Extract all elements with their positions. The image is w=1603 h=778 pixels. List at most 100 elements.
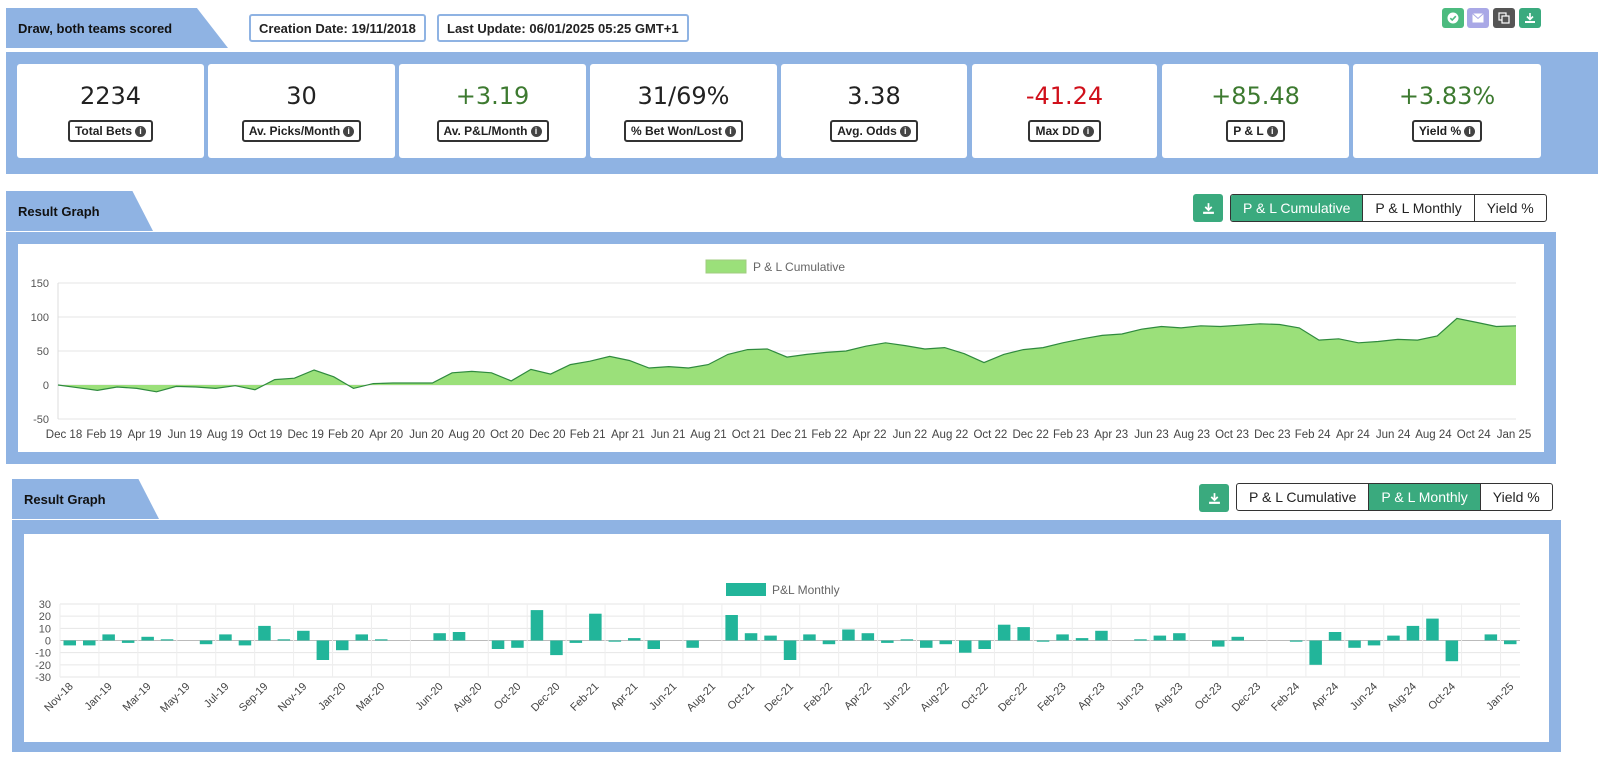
x-tick-label: Oct 19 bbox=[248, 429, 282, 441]
stat-label[interactable]: % Bet Won/Lost i bbox=[623, 120, 744, 142]
x-tick-label: Oct 22 bbox=[973, 429, 1007, 441]
graph2-canvas: P&L Monthly -30 -20 -10 0 10 20 30 Nov-18 Jan-19 M… bbox=[24, 534, 1549, 742]
stat-value: +3.83% bbox=[1398, 82, 1496, 110]
bar bbox=[1075, 638, 1089, 641]
bar bbox=[608, 640, 622, 642]
legend-label: P & L Cumulative bbox=[753, 260, 845, 274]
y-tick-label: 0 bbox=[43, 380, 49, 392]
bar bbox=[297, 630, 310, 641]
check-circle-icon[interactable] bbox=[1442, 8, 1464, 28]
bar bbox=[1173, 633, 1186, 641]
x-tick-label: Apr-24 bbox=[1309, 681, 1341, 713]
download-icon bbox=[1202, 202, 1214, 214]
graph1-download-button[interactable] bbox=[1193, 194, 1223, 222]
bar bbox=[725, 615, 738, 641]
x-tick-label: Apr 22 bbox=[853, 429, 887, 441]
stat-label-text: Avg. Odds bbox=[837, 124, 897, 138]
x-tick-label: Jun-24 bbox=[1348, 681, 1380, 713]
bar bbox=[219, 634, 232, 641]
x-tick-label: Aug-20 bbox=[451, 681, 485, 715]
stat-value: +85.48 bbox=[1211, 82, 1300, 110]
y-tick-label: 150 bbox=[31, 278, 49, 290]
stat-label-text: Total Bets bbox=[74, 124, 133, 138]
x-tick-label: Sep-19 bbox=[237, 681, 271, 715]
info-icon[interactable]: i bbox=[725, 125, 737, 137]
x-tick-label: Apr 21 bbox=[611, 429, 645, 441]
info-icon[interactable]: i bbox=[1082, 125, 1094, 137]
stat-label-text: Av. P&L/Month bbox=[443, 124, 528, 138]
stat-label-text: Yield % bbox=[1418, 124, 1462, 138]
bar bbox=[1289, 640, 1303, 642]
bar bbox=[822, 640, 836, 645]
x-tick-label: Apr-23 bbox=[1076, 681, 1108, 713]
stat-label[interactable]: Avg. Odds i bbox=[830, 120, 918, 142]
info-icon[interactable]: i bbox=[1464, 125, 1476, 137]
x-tick-label: Nov-18 bbox=[42, 681, 76, 715]
x-tick-label: Jun 19 bbox=[168, 429, 203, 441]
x-tick-label: Aug-22 bbox=[918, 681, 952, 715]
bar bbox=[1153, 635, 1167, 641]
x-tick-label: Dec 20 bbox=[529, 429, 565, 441]
bar bbox=[83, 640, 96, 646]
x-tick-label: Dec 22 bbox=[1012, 429, 1048, 441]
stat-card: 30 Av. Picks/Month i bbox=[208, 64, 395, 158]
bar bbox=[1309, 640, 1322, 665]
stat-label[interactable]: Yield % i bbox=[1411, 120, 1483, 142]
stat-value: 2234 bbox=[79, 82, 142, 110]
bar bbox=[1445, 640, 1459, 662]
info-icon[interactable]: i bbox=[135, 125, 147, 137]
graph2-mode-switch: P & L Cumulative P & L Monthly Yield % bbox=[1236, 483, 1553, 511]
stat-card: 3.38 Avg. Odds i bbox=[781, 64, 967, 158]
x-tick-label: Aug 23 bbox=[1174, 429, 1210, 441]
bar bbox=[764, 635, 777, 641]
bar bbox=[1017, 627, 1030, 641]
bar bbox=[1406, 625, 1420, 641]
copy-icon[interactable] bbox=[1493, 8, 1515, 28]
envelope-icon[interactable] bbox=[1467, 8, 1489, 28]
y-tick-label: -10 bbox=[35, 648, 51, 660]
mode-button[interactable]: Yield % bbox=[1492, 489, 1540, 505]
info-icon[interactable]: i bbox=[1266, 125, 1278, 137]
x-tick-label: Aug 24 bbox=[1415, 429, 1452, 441]
x-tick-label: Dec-23 bbox=[1230, 681, 1264, 715]
x-tick-label: Feb-22 bbox=[802, 681, 835, 714]
x-tick-label: Apr 24 bbox=[1336, 429, 1370, 441]
page-title: Draw, both teams scored bbox=[6, 8, 228, 48]
info-icon[interactable]: i bbox=[899, 125, 911, 137]
bar bbox=[530, 610, 544, 641]
x-tick-label: Dec-21 bbox=[763, 681, 797, 715]
graph2-download-button[interactable] bbox=[1199, 484, 1229, 512]
stat-label[interactable]: Max DD i bbox=[1028, 120, 1101, 142]
stat-value: 31/69% bbox=[637, 82, 730, 110]
x-tick-label: Jun 24 bbox=[1376, 429, 1411, 441]
bar bbox=[238, 640, 252, 646]
legend-swatch bbox=[726, 583, 766, 596]
stat-label-text: P & L bbox=[1233, 124, 1264, 138]
stat-card: +3.83% Yield % i bbox=[1353, 64, 1541, 158]
bar bbox=[881, 640, 894, 643]
bar bbox=[375, 639, 388, 641]
last-update-text: Last Update: 06/01/2025 05:25 GMT+1 bbox=[447, 20, 679, 36]
x-tick-label: Jun 20 bbox=[409, 429, 444, 441]
bar bbox=[433, 633, 446, 641]
x-tick-label: Feb-24 bbox=[1269, 681, 1302, 714]
info-icon[interactable]: i bbox=[343, 125, 355, 137]
x-tick-label: Aug 20 bbox=[449, 429, 485, 441]
mode-button[interactable]: P & L Monthly bbox=[1363, 195, 1475, 221]
x-tick-label: Jun 21 bbox=[651, 429, 686, 441]
mode-button[interactable]: P & L Cumulative bbox=[1231, 195, 1364, 221]
mode-button[interactable]: P & L Monthly bbox=[1369, 484, 1481, 510]
stat-label[interactable]: Av. P&L/Month i bbox=[436, 120, 549, 142]
stat-label[interactable]: Total Bets i bbox=[67, 120, 154, 142]
info-icon[interactable]: i bbox=[530, 125, 542, 137]
mode-button[interactable]: Yield % bbox=[1486, 200, 1534, 216]
x-tick-label: Dec 18 bbox=[46, 429, 82, 441]
cumulative-chart: P & L Cumulative -50 0 50 100 150 Dec 18 Feb 19… bbox=[31, 259, 1531, 441]
download-icon[interactable] bbox=[1519, 8, 1541, 28]
bar bbox=[336, 640, 349, 651]
stat-label[interactable]: Av. Picks/Month i bbox=[241, 120, 362, 142]
bar bbox=[803, 634, 816, 641]
mode-button[interactable]: P & L Cumulative bbox=[1237, 484, 1370, 510]
bar bbox=[1328, 632, 1342, 641]
